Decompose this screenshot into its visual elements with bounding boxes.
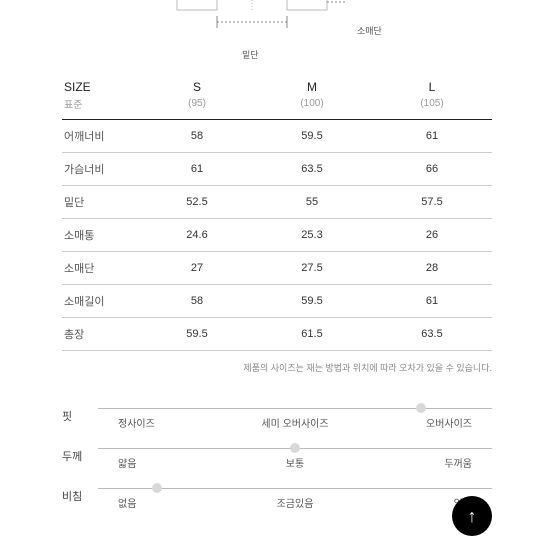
size-col-s: S bbox=[142, 72, 252, 96]
row-label: 소매통 bbox=[62, 219, 142, 252]
row-label: 어깨너비 bbox=[62, 120, 142, 153]
scroll-top-button[interactable]: ↑ bbox=[452, 496, 492, 536]
fit-tick-label: 조금있음 bbox=[236, 495, 354, 510]
row-label: 총장 bbox=[62, 318, 142, 351]
fit-tick-label: 얇음 bbox=[100, 455, 236, 470]
fit-tick-label: 오버사이즈 bbox=[354, 415, 490, 430]
table-row: 소매단2727.528 bbox=[62, 252, 492, 285]
cell-value: 59.5 bbox=[252, 285, 372, 318]
cell-value: 63.5 bbox=[252, 153, 372, 186]
cell-value: 28 bbox=[372, 252, 492, 285]
row-label: 소매길이 bbox=[62, 285, 142, 318]
table-row: 가슴너비6163.566 bbox=[62, 153, 492, 186]
cell-value: 59.5 bbox=[252, 120, 372, 153]
fit-track bbox=[98, 408, 492, 409]
diagram-label-bottom: 밑단 bbox=[242, 48, 259, 61]
table-row: 밑단52.55557.5 bbox=[62, 186, 492, 219]
fit-row: 두께얇음보통두꺼움 bbox=[62, 448, 492, 470]
fit-tick-label: 두꺼움 bbox=[354, 455, 490, 470]
fit-label: 비침 bbox=[62, 488, 98, 504]
fit-ticks: 정사이즈세미 오버사이즈오버사이즈 bbox=[98, 415, 492, 430]
size-col-m-sub: (100) bbox=[252, 96, 372, 120]
table-row: 어깨너비5859.561 bbox=[62, 120, 492, 153]
cell-value: 61 bbox=[372, 285, 492, 318]
fit-slider: 없음조금있음있음 bbox=[98, 488, 492, 510]
size-col-l-sub: (105) bbox=[372, 96, 492, 120]
fit-tick-label: 보통 bbox=[236, 455, 354, 470]
fit-tick-label: 정사이즈 bbox=[100, 415, 236, 430]
cell-value: 61 bbox=[142, 153, 252, 186]
fit-handle bbox=[416, 403, 426, 413]
cell-value: 61 bbox=[372, 120, 492, 153]
cell-value: 55 bbox=[252, 186, 372, 219]
cell-value: 26 bbox=[372, 219, 492, 252]
arrow-up-icon: ↑ bbox=[468, 506, 477, 527]
fit-handle bbox=[152, 483, 162, 493]
fit-tick-label: 세미 오버사이즈 bbox=[236, 415, 354, 430]
fit-label: 핏 bbox=[62, 408, 98, 424]
cell-value: 63.5 bbox=[372, 318, 492, 351]
size-col-m: M bbox=[252, 72, 372, 96]
fit-section: 핏정사이즈세미 오버사이즈오버사이즈두께얇음보통두꺼움비침없음조금있음있음 bbox=[62, 408, 492, 510]
row-label: 밑단 bbox=[62, 186, 142, 219]
row-label: 가슴너비 bbox=[62, 153, 142, 186]
garment-diagram: 밑단 소매단 bbox=[62, 0, 492, 72]
fit-tick-label: 없음 bbox=[100, 495, 236, 510]
cell-value: 58 bbox=[142, 120, 252, 153]
fit-slider: 정사이즈세미 오버사이즈오버사이즈 bbox=[98, 408, 492, 430]
cell-value: 27.5 bbox=[252, 252, 372, 285]
size-col-l: L bbox=[372, 72, 492, 96]
cell-value: 57.5 bbox=[372, 186, 492, 219]
fit-track bbox=[98, 488, 492, 489]
size-note: 제품의 사이즈는 재는 방법과 위치에 따라 오차가 있을 수 있습니다. bbox=[62, 361, 492, 374]
cell-value: 25.3 bbox=[252, 219, 372, 252]
fit-slider: 얇음보통두꺼움 bbox=[98, 448, 492, 470]
table-row: 소매통24.625.326 bbox=[62, 219, 492, 252]
size-header-label: SIZE bbox=[62, 72, 142, 96]
row-label: 소매단 bbox=[62, 252, 142, 285]
size-table: SIZE S M L 표준 (95) (100) (105) 어깨너비5859.… bbox=[62, 72, 492, 351]
cell-value: 24.6 bbox=[142, 219, 252, 252]
size-header-sublabel: 표준 bbox=[62, 96, 142, 120]
fit-label: 두께 bbox=[62, 448, 98, 464]
table-row: 소매길이5859.561 bbox=[62, 285, 492, 318]
cell-value: 27 bbox=[142, 252, 252, 285]
cell-value: 61.5 bbox=[252, 318, 372, 351]
fit-ticks: 없음조금있음있음 bbox=[98, 495, 492, 510]
fit-ticks: 얇음보통두꺼움 bbox=[98, 455, 492, 470]
cell-value: 52.5 bbox=[142, 186, 252, 219]
cell-value: 58 bbox=[142, 285, 252, 318]
fit-handle bbox=[290, 443, 300, 453]
fit-row: 비침없음조금있음있음 bbox=[62, 488, 492, 510]
size-col-s-sub: (95) bbox=[142, 96, 252, 120]
table-row: 총장59.561.563.5 bbox=[62, 318, 492, 351]
diagram-label-sleeve: 소매단 bbox=[357, 24, 382, 37]
fit-track bbox=[98, 448, 492, 449]
fit-row: 핏정사이즈세미 오버사이즈오버사이즈 bbox=[62, 408, 492, 430]
cell-value: 59.5 bbox=[142, 318, 252, 351]
cell-value: 66 bbox=[372, 153, 492, 186]
